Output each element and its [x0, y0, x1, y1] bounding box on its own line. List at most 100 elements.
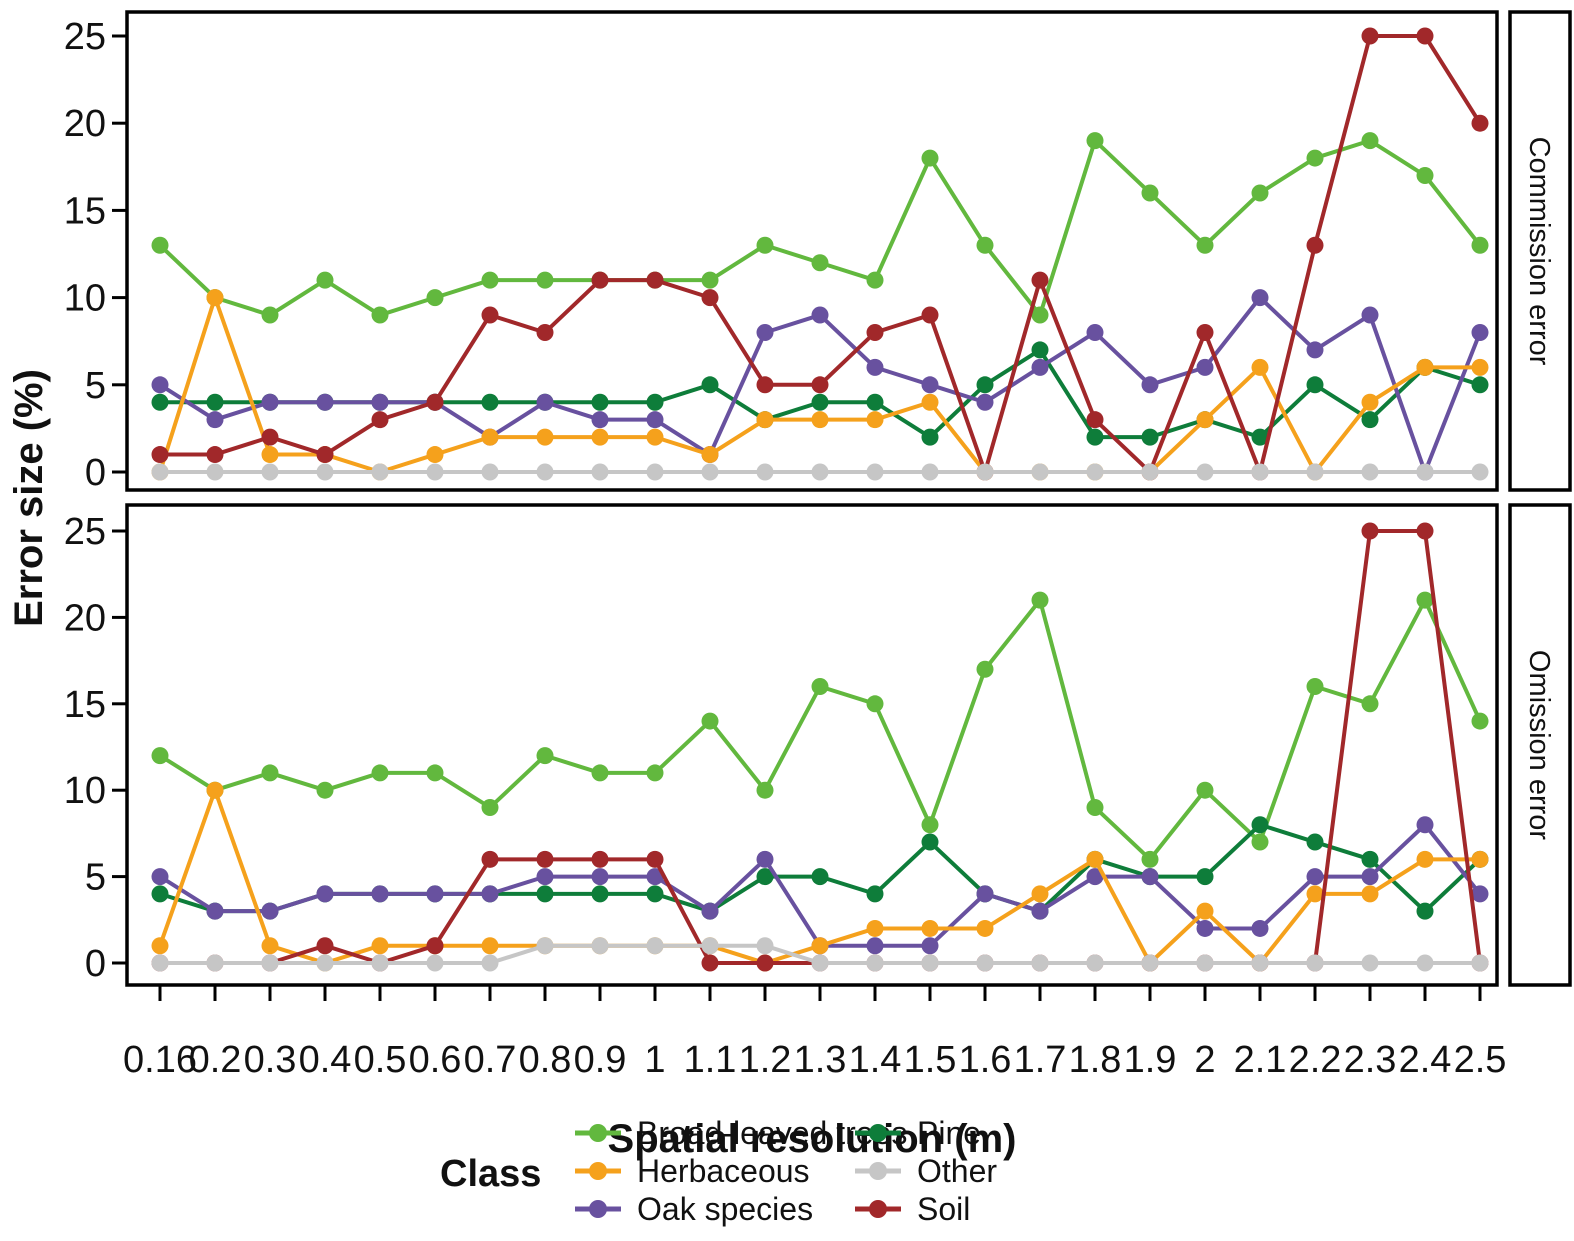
series-other-point: [316, 954, 334, 972]
series-herbaceous-point: [1196, 902, 1214, 920]
legend-title: Class: [440, 1153, 541, 1195]
series-soil-point: [756, 376, 774, 394]
series-oak-species-point: [976, 393, 994, 411]
series-oak-species-point: [756, 323, 774, 341]
legend-item-soil: Soil: [855, 1191, 970, 1227]
series-broad-leaved-trees-point: [371, 764, 389, 782]
series-soil-point: [426, 393, 444, 411]
series-broad-leaved-trees-point: [481, 271, 499, 289]
x-tick-label: 2.3: [1344, 1039, 1397, 1081]
series-broad-leaved-trees-point: [1031, 591, 1049, 609]
series-oak-species-point: [591, 411, 609, 429]
series-oak-species-point: [1306, 868, 1324, 886]
series-oak-species-point: [1086, 323, 1104, 341]
series-oak-species-point: [811, 306, 829, 324]
series-other-point: [151, 463, 169, 481]
x-tick-label: 0.2: [189, 1039, 242, 1081]
series-oak-species-point: [426, 885, 444, 903]
series-other-point: [646, 937, 664, 955]
series-oak-species-point: [646, 868, 664, 886]
x-tick-label: 2.5: [1454, 1039, 1507, 1081]
legend-key-dot: [869, 1162, 887, 1180]
series-herbaceous-point: [1361, 393, 1379, 411]
facet-strip: [1508, 10, 1572, 492]
series-soil-point: [701, 289, 719, 307]
series-broad-leaved-trees-point: [976, 660, 994, 678]
series-pine-point: [1086, 428, 1104, 446]
facet-omission: 0 5 10 15 20 25 Omission error: [64, 503, 1572, 987]
series-other-point: [1361, 463, 1379, 481]
y-tick-label: 20: [64, 103, 106, 145]
series-other-point: [1196, 954, 1214, 972]
series-other-point: [536, 937, 554, 955]
series-broad-leaved-trees-point: [1031, 306, 1049, 324]
series-oak-species-point: [1251, 289, 1269, 307]
series-other-point: [261, 954, 279, 972]
series-pine-point: [1361, 850, 1379, 868]
series-oak-species-point: [536, 393, 554, 411]
y-tick-label: 0: [85, 943, 106, 985]
series-other-point: [1141, 463, 1159, 481]
series-other-point: [1306, 463, 1324, 481]
series-oak-species-point: [866, 937, 884, 955]
series-herbaceous-point: [756, 411, 774, 429]
series-soil-point: [866, 323, 884, 341]
series-broad-leaved-trees-point: [591, 764, 609, 782]
series-herbaceous-point: [1471, 850, 1489, 868]
series-oak-species-point: [1416, 816, 1434, 834]
series-broad-leaved-trees-point: [1141, 184, 1159, 202]
series-oak-species-point: [1361, 868, 1379, 886]
series-soil-point: [701, 954, 719, 972]
series-oak-species-point: [866, 358, 884, 376]
series-other-point: [316, 463, 334, 481]
series-broad-leaved-trees-point: [1251, 833, 1269, 851]
series-soil-point: [1361, 522, 1379, 540]
series-broad-leaved-trees-point: [1196, 781, 1214, 799]
x-tick-label: 1.4: [849, 1039, 902, 1081]
series-broad-leaved-trees-point: [1471, 712, 1489, 730]
facet-strip: [1508, 503, 1572, 987]
series-broad-leaved-trees-point: [921, 816, 939, 834]
series-other-point: [371, 463, 389, 481]
series-herbaceous-point: [646, 428, 664, 446]
series-herbaceous-point: [261, 446, 279, 464]
series-soil-point: [536, 323, 554, 341]
series-pine-point: [1251, 428, 1269, 446]
x-tick-label: 1.9: [1124, 1039, 1177, 1081]
series-other-point: [921, 954, 939, 972]
series-pine-point: [206, 393, 224, 411]
series-other-point: [921, 463, 939, 481]
x-tick-label: 2: [1194, 1039, 1215, 1081]
x-tick-label: 0.3: [244, 1039, 297, 1081]
series-pine-point: [1196, 868, 1214, 886]
series-pine-point: [151, 885, 169, 903]
series-oak-species-point: [1196, 919, 1214, 937]
series-broad-leaved-trees-point: [1306, 678, 1324, 696]
series-broad-leaved-trees-point: [1416, 167, 1434, 185]
series-broad-leaved-trees-point: [1306, 149, 1324, 167]
series-soil-point: [1416, 522, 1434, 540]
series-pine-point: [976, 376, 994, 394]
series-other-point: [426, 463, 444, 481]
facet-commission: 0 5 10 15 20 25 Commission error: [64, 10, 1572, 494]
series-herbaceous-point: [701, 446, 719, 464]
series-oak-species-point: [316, 393, 334, 411]
series-soil-point: [921, 306, 939, 324]
x-tick-label: 0.6: [409, 1039, 462, 1081]
series-herbaceous-point: [536, 428, 554, 446]
y-tick-label: 15: [64, 684, 106, 726]
x-tick-label: 1.8: [1069, 1039, 1122, 1081]
facet-strip-label: Omission error: [1523, 650, 1555, 840]
series-other-point: [151, 954, 169, 972]
series-oak-species-point: [1141, 376, 1159, 394]
series-other-point: [481, 954, 499, 972]
series-pine-point: [481, 393, 499, 411]
series-soil-point: [646, 850, 664, 868]
series-herbaceous-point: [1416, 358, 1434, 376]
series-herbaceous-point: [1086, 850, 1104, 868]
series-oak-species-point: [151, 868, 169, 886]
x-tick-label: 2.4: [1399, 1039, 1452, 1081]
series-broad-leaved-trees-point: [426, 289, 444, 307]
y-tick-label: 10: [64, 770, 106, 812]
